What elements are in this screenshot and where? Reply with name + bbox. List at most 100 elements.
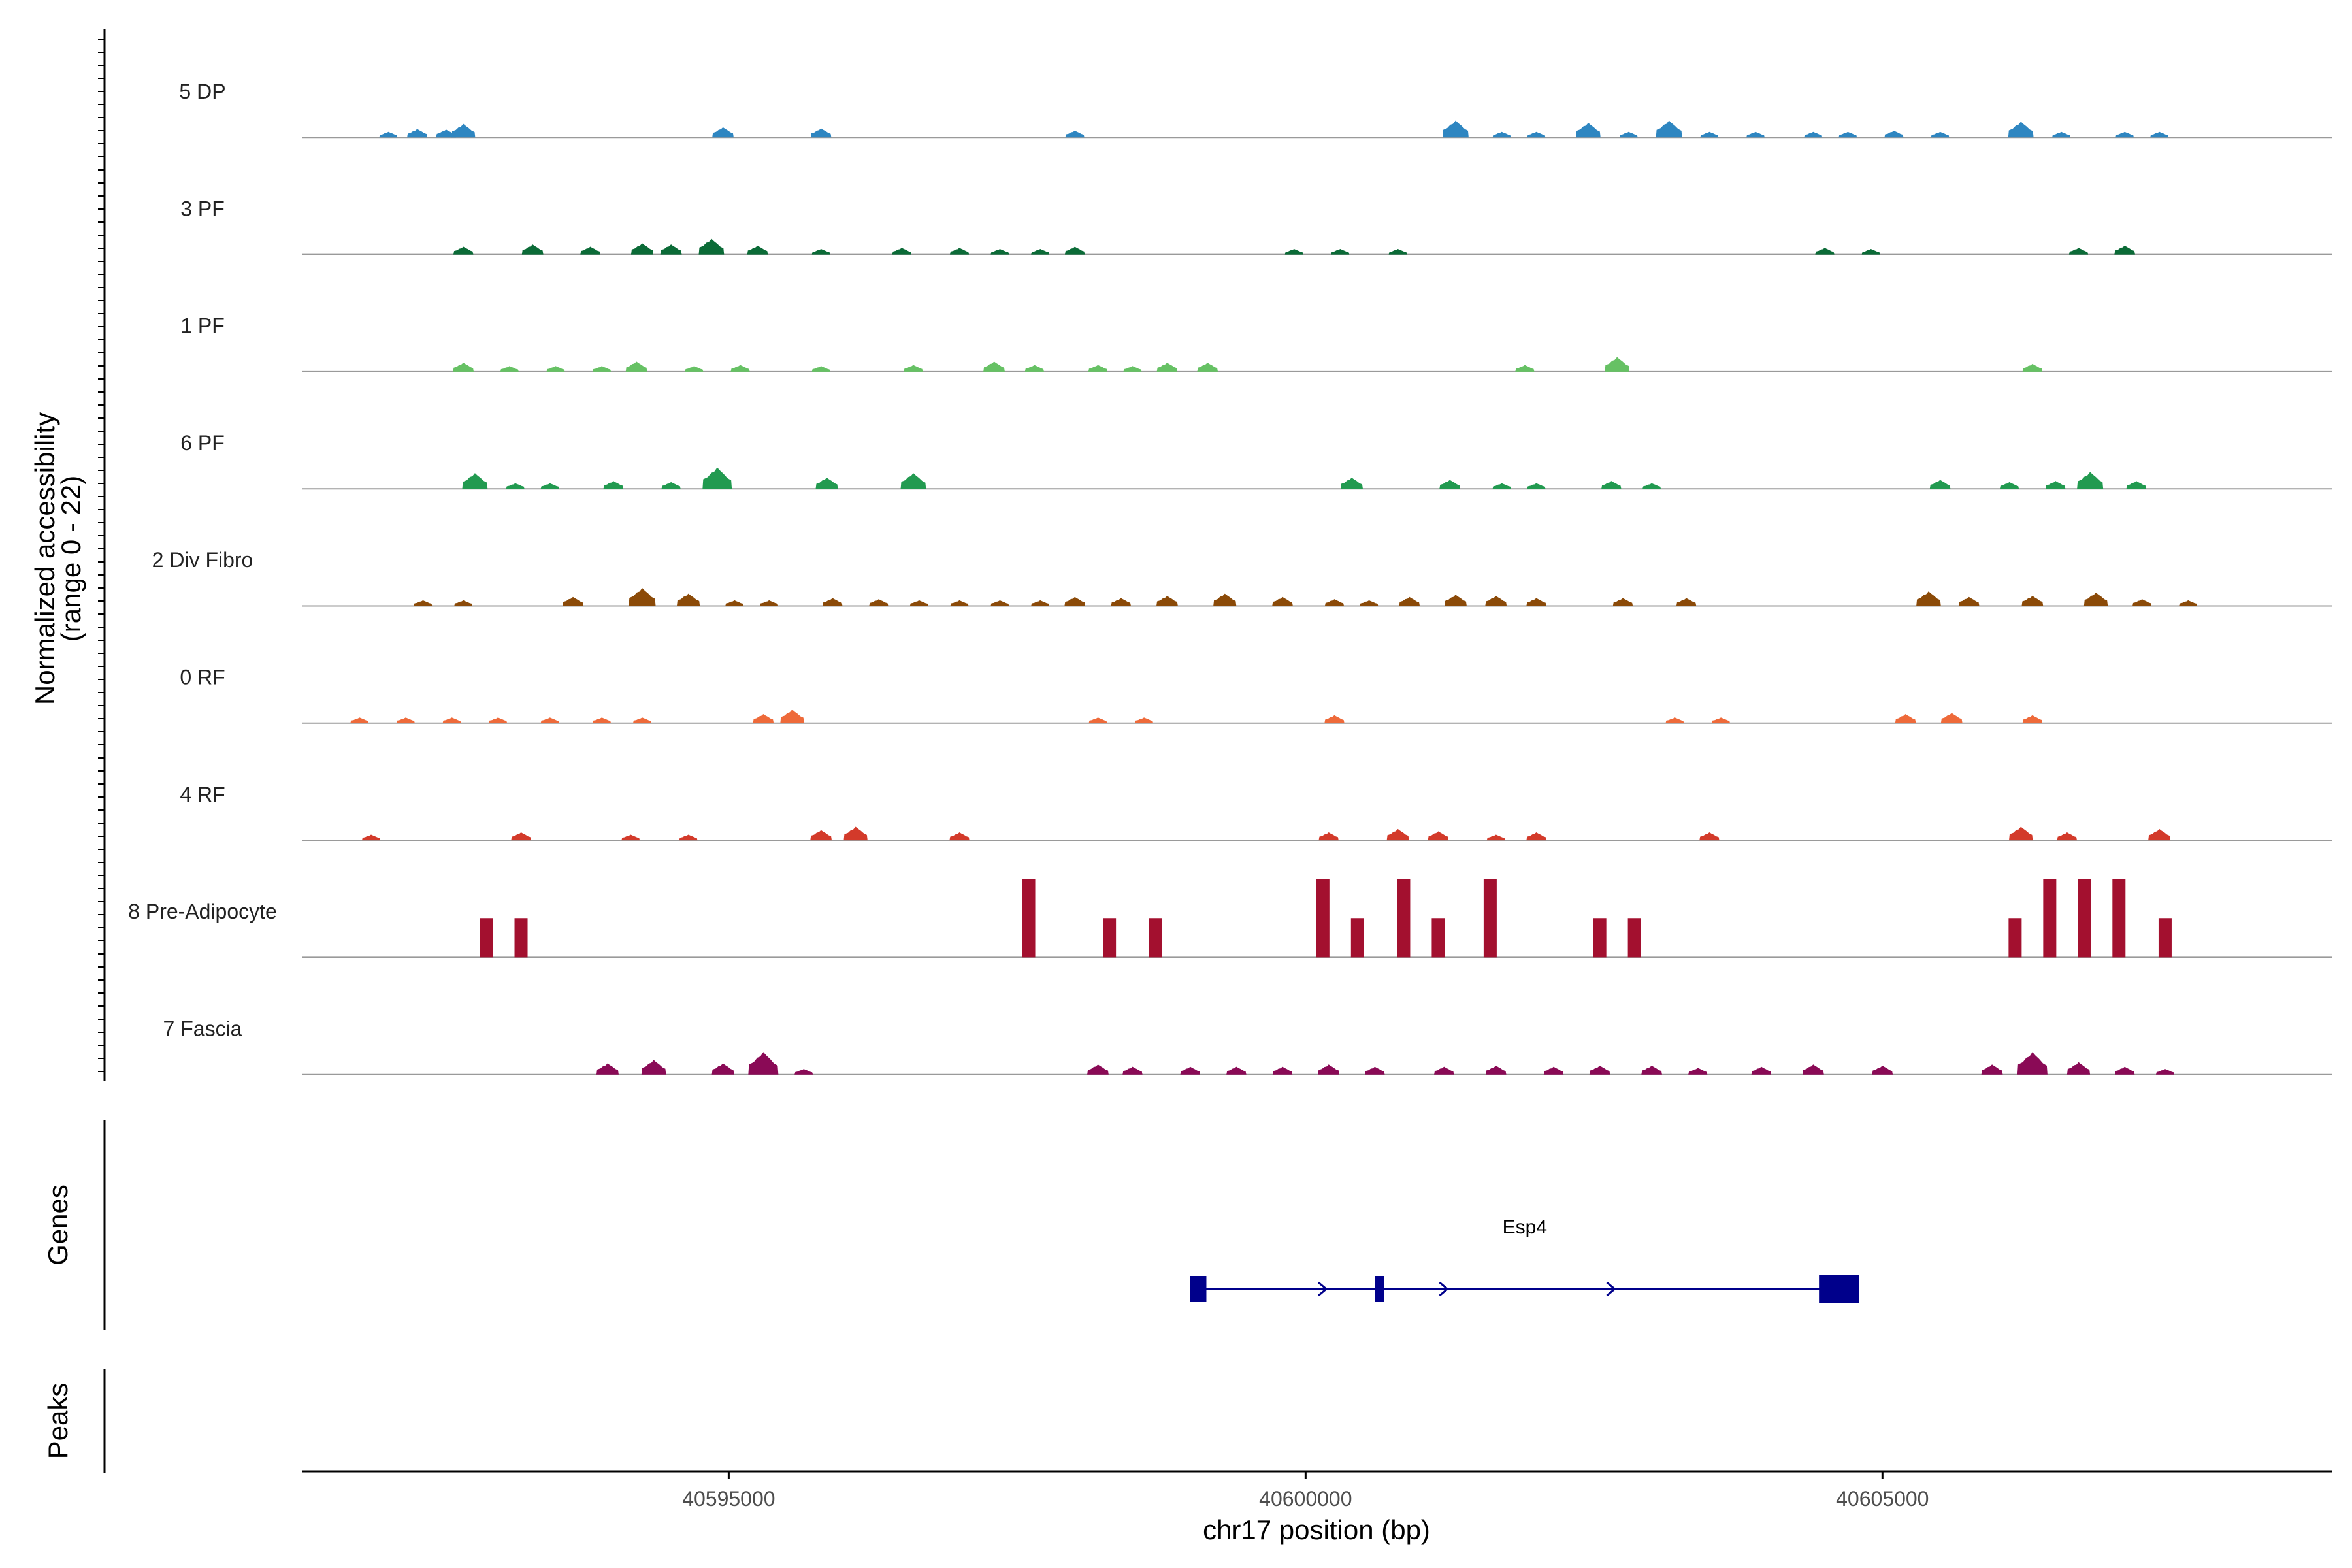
coverage-peak — [1527, 483, 1546, 489]
coverage-peak — [1149, 918, 1162, 958]
coverage-peak — [462, 473, 488, 489]
peaks-panel-title: Peaks — [42, 1383, 73, 1460]
coverage-peak — [2022, 715, 2043, 723]
coverage-peak — [1751, 1066, 1772, 1075]
coverage-peak — [1612, 598, 1633, 606]
coverage-peak — [1197, 363, 1218, 372]
coverage-peak — [1284, 249, 1303, 255]
coverage-peak — [521, 244, 544, 255]
coverage-peak — [661, 482, 681, 489]
coverage-peak — [1486, 834, 1505, 841]
coverage-peak — [2126, 481, 2146, 489]
gene-label: Esp4 — [1503, 1217, 1547, 1238]
track-5-dp: 5 DP — [179, 80, 2332, 139]
coverage-peak — [1688, 1068, 1708, 1075]
coverage-peak — [451, 123, 476, 138]
coverage-peak — [2078, 879, 2091, 958]
coverage-peak — [603, 481, 623, 489]
coverage-peak — [506, 483, 525, 489]
coverage-peak — [396, 717, 415, 723]
coverage-peak — [379, 131, 398, 138]
coverage-peak — [1442, 120, 1469, 138]
coverage-peak — [2022, 363, 2043, 372]
coverage-peak — [2009, 826, 2033, 841]
gene-strand-arrow — [1190, 1281, 1201, 1297]
coverage-peak — [454, 600, 473, 606]
coverage-peak — [629, 587, 656, 606]
coverage-peak — [2068, 248, 2089, 255]
coverage-peak — [1884, 130, 1904, 138]
coverage-peak — [2158, 918, 2172, 958]
coverage-peak — [1088, 717, 1107, 723]
coverage-peak — [1958, 596, 1980, 606]
coverage-peak — [1324, 599, 1345, 606]
coverage-peak — [2114, 1066, 2135, 1075]
coverage-peak — [811, 249, 830, 255]
coverage-peak — [2008, 918, 2022, 958]
coverage-peak — [1526, 832, 1546, 841]
coverage-peak — [1350, 918, 1364, 958]
coverage-peak — [1122, 1066, 1143, 1075]
gene-exon — [1375, 1276, 1384, 1302]
coverage-peak — [780, 710, 804, 723]
coverage-peak — [698, 238, 725, 255]
coverage-peak — [815, 478, 838, 489]
track-label: 0 RF — [180, 666, 225, 689]
coverage-peak — [676, 593, 700, 606]
coverage-peak — [2155, 1069, 2174, 1075]
coverage-peak — [1940, 713, 1963, 723]
coverage-peak — [1213, 593, 1237, 606]
coverage-peak — [1619, 131, 1638, 138]
coverage-peak — [593, 366, 612, 372]
coverage-peak — [679, 834, 698, 841]
track-label: 6 PF — [180, 431, 225, 455]
coverage-peak — [1483, 879, 1497, 958]
coverage-peak — [1272, 1066, 1293, 1075]
coverage-peak — [2066, 1062, 2091, 1075]
coverage-peak — [2179, 600, 2198, 606]
coverage-peak — [1316, 879, 1330, 958]
track-1-pf: 1 PF — [180, 314, 2332, 372]
coverage-peak — [1838, 131, 1857, 138]
coverage-peak — [641, 1060, 666, 1075]
coverage-peak — [2057, 832, 2078, 841]
coverage-peak — [730, 365, 750, 372]
coverage-peak — [407, 129, 428, 138]
coverage-peak — [1103, 918, 1117, 958]
coverage-peak — [1386, 828, 1409, 841]
coverage-peak — [1804, 131, 1823, 138]
coverage-peak — [1156, 363, 1178, 372]
coverage-peak — [1399, 596, 1420, 606]
coverage-peak — [1605, 357, 1629, 372]
coverage-peak — [725, 600, 744, 606]
coverage-peak — [1699, 832, 1720, 841]
coverage-peak — [1123, 366, 1142, 372]
coverage-peak — [1365, 1066, 1385, 1075]
coverage-peak — [1981, 1064, 2003, 1075]
coverage-peak — [892, 248, 911, 255]
coverage-peak — [621, 834, 640, 841]
coverage-peak — [1712, 717, 1731, 723]
track-6-pf: 6 PF — [180, 431, 2332, 490]
coverage-peak — [823, 598, 843, 606]
track-label: 3 PF — [180, 197, 225, 220]
gene-strand-arrow — [1606, 1281, 1616, 1297]
coverage-peak — [1087, 1064, 1109, 1075]
coverage-peak — [1492, 131, 1511, 138]
coverage-peak — [2150, 131, 2169, 138]
accessibility-tracks: 5 DP 3 PF 1 PF 6 PF 2 Div Fibro 0 RF 4 RF 8 Pre… — [128, 80, 2332, 1075]
coverage-peak — [869, 599, 889, 606]
coverage-peak — [1324, 715, 1345, 723]
gene-strand-arrow — [1439, 1281, 1449, 1297]
coverage-peak — [540, 717, 559, 723]
coverage-peak — [810, 128, 832, 138]
coverage-peak — [1872, 1065, 1893, 1075]
x-axis-ticks: 40595000 40600000 40605000 — [682, 1471, 1929, 1511]
coverage-peak — [1700, 131, 1719, 138]
coverage-peak — [1431, 918, 1445, 958]
coverage-peak — [2148, 828, 2171, 841]
coverage-peak — [1802, 1064, 1824, 1075]
coverage-peak — [1916, 591, 1941, 606]
coverage-peak — [1589, 1065, 1610, 1075]
